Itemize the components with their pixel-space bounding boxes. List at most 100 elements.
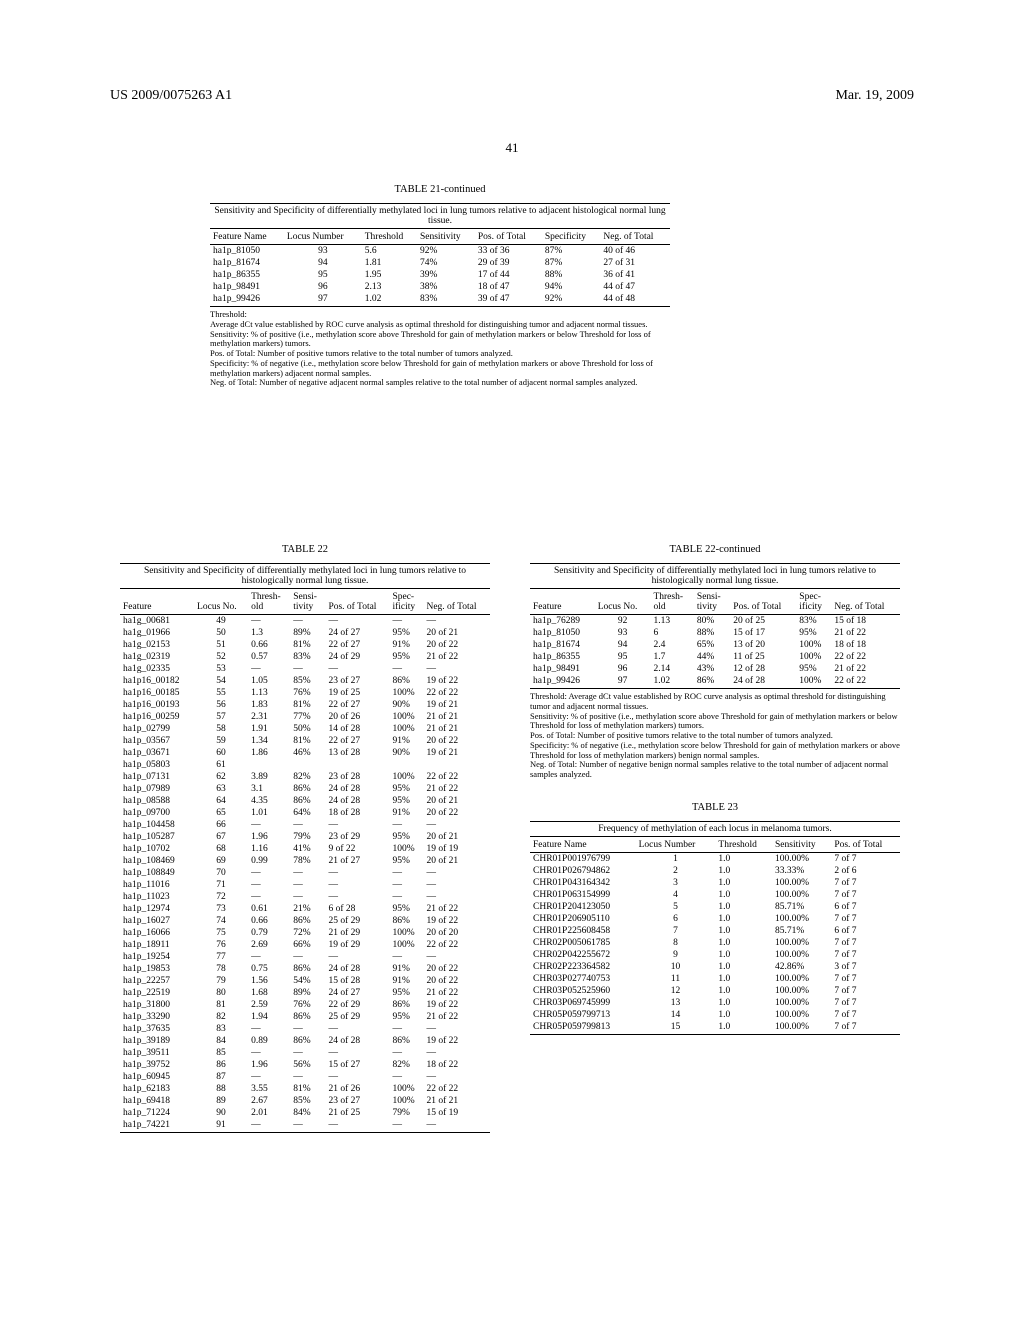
cell: 21 of 21 bbox=[423, 1095, 490, 1107]
cell: — bbox=[325, 1023, 389, 1035]
cell: 100% bbox=[389, 843, 423, 855]
cell: 13 of 20 bbox=[730, 639, 796, 651]
cell: 87 bbox=[194, 1071, 248, 1083]
cell: 100% bbox=[389, 687, 423, 699]
cell: 24 of 27 bbox=[325, 627, 389, 639]
col-header: Locus Number bbox=[284, 231, 362, 245]
cell: 91 bbox=[194, 1119, 248, 1133]
cell: 1.0 bbox=[715, 961, 772, 973]
table-row: ha1p_8105093688%15 of 1795%21 of 22 bbox=[530, 627, 900, 639]
cell: 88 bbox=[194, 1083, 248, 1095]
cell: ha1p_98491 bbox=[210, 281, 284, 293]
cell: 20 of 25 bbox=[730, 615, 796, 628]
cell: 7 of 7 bbox=[831, 985, 900, 997]
col-header: Pos. of Total bbox=[475, 231, 542, 245]
cell: ha1p_37635 bbox=[120, 1023, 194, 1035]
table-row: CHR01P22560845871.085.71%6 of 7 bbox=[530, 925, 900, 937]
cell: 19 of 21 bbox=[423, 699, 490, 711]
cell: 18 of 47 bbox=[475, 281, 542, 293]
header-left: US 2009/0075263 A1 bbox=[110, 88, 232, 104]
table22-caption-cont: TABLE 22-continued bbox=[530, 544, 900, 555]
cell: ha1p_07131 bbox=[120, 771, 194, 783]
col-header: Feature Name bbox=[210, 231, 284, 245]
table-row: CHR03P052525960121.0100.00%7 of 7 bbox=[530, 985, 900, 997]
cell: 1.0 bbox=[715, 973, 772, 985]
cell: 83% bbox=[417, 293, 475, 307]
cell: ha1p_08588 bbox=[120, 795, 194, 807]
cell: 3.89 bbox=[248, 771, 290, 783]
cell: 74% bbox=[417, 257, 475, 269]
cell: 17 of 44 bbox=[475, 269, 542, 281]
cell: 60 bbox=[194, 747, 248, 759]
cell: 91% bbox=[389, 963, 423, 975]
cell: 7 of 7 bbox=[831, 852, 900, 865]
cell: — bbox=[423, 1071, 490, 1083]
cell: 0.66 bbox=[248, 639, 290, 651]
cell: 22 of 22 bbox=[423, 771, 490, 783]
cell: 36 of 41 bbox=[600, 269, 670, 281]
col-header: Threshold bbox=[715, 839, 772, 853]
cell: 19 of 25 bbox=[325, 687, 389, 699]
table-row: ha1p_105287671.9679%23 of 2995%20 of 21 bbox=[120, 831, 490, 843]
cell: 71 bbox=[194, 879, 248, 891]
table-row: ha1p_12974730.6121%6 of 2895%21 of 22 bbox=[120, 903, 490, 915]
cell: 93 bbox=[284, 245, 362, 258]
cell: ha1p_60945 bbox=[120, 1071, 194, 1083]
cell: — bbox=[290, 951, 325, 963]
cell: ha1p_22519 bbox=[120, 987, 194, 999]
col-header: Sensitivity bbox=[417, 231, 475, 245]
cell: — bbox=[423, 867, 490, 879]
cell: ha1g_02335 bbox=[120, 663, 194, 675]
table-row: CHR01P20690511061.0100.00%7 of 7 bbox=[530, 913, 900, 925]
cell: 65 bbox=[194, 807, 248, 819]
cell: 5.6 bbox=[362, 245, 417, 258]
cell: 20 of 21 bbox=[423, 627, 490, 639]
cell: 86% bbox=[290, 1011, 325, 1023]
cell: 15 of 19 bbox=[423, 1107, 490, 1119]
cell: 19 of 21 bbox=[423, 747, 490, 759]
cell: 20 of 22 bbox=[423, 963, 490, 975]
table-row: ha1p_3763583————— bbox=[120, 1023, 490, 1035]
cell: — bbox=[423, 951, 490, 963]
cell: ha1p_16066 bbox=[120, 927, 194, 939]
cell: 7 of 7 bbox=[831, 1009, 900, 1021]
cell: 79 bbox=[194, 975, 248, 987]
cell: 2.4 bbox=[650, 639, 693, 651]
cell: 72% bbox=[290, 927, 325, 939]
col-header: Sensi-tivity bbox=[694, 591, 730, 615]
cell: 100.00% bbox=[772, 852, 831, 865]
col-header: Locus No. bbox=[595, 591, 651, 615]
cell: 100.00% bbox=[772, 949, 831, 961]
cell: 94 bbox=[595, 639, 651, 651]
cell: 56% bbox=[290, 1059, 325, 1071]
table21-subtitle: Sensitivity and Specificity of different… bbox=[210, 203, 670, 229]
cell: 86% bbox=[290, 795, 325, 807]
cell: ha1g_02319 bbox=[120, 651, 194, 663]
cell: 1.0 bbox=[715, 877, 772, 889]
cell: 21 of 22 bbox=[423, 651, 490, 663]
cell: 93 bbox=[595, 627, 651, 639]
cell: 89 bbox=[194, 1095, 248, 1107]
cell: 82% bbox=[389, 1059, 423, 1071]
cell: 20 of 22 bbox=[423, 639, 490, 651]
cell: ha1p_02799 bbox=[120, 723, 194, 735]
cell: — bbox=[325, 1047, 389, 1059]
cell: 81% bbox=[290, 735, 325, 747]
table-row: CHR01P04316434231.0100.00%7 of 7 bbox=[530, 877, 900, 889]
table-row: CHR01P20412305051.085.71%6 of 7 bbox=[530, 901, 900, 913]
cell: 79% bbox=[290, 831, 325, 843]
cell: — bbox=[290, 879, 325, 891]
table-row: ha1p_86355951.744%11 of 25100%22 of 22 bbox=[530, 651, 900, 663]
cell bbox=[248, 759, 290, 771]
cell: 67 bbox=[194, 831, 248, 843]
table-row: ha1p_81674942.465%13 of 20100%18 of 18 bbox=[530, 639, 900, 651]
cell: 100.00% bbox=[772, 985, 831, 997]
cell: — bbox=[423, 879, 490, 891]
cell: 100% bbox=[796, 651, 831, 663]
cell: 3 of 7 bbox=[831, 961, 900, 973]
table-row: ha1g_01966501.389%24 of 2795%20 of 21 bbox=[120, 627, 490, 639]
cell: 51 bbox=[194, 639, 248, 651]
cell: — bbox=[423, 819, 490, 831]
cell: — bbox=[389, 867, 423, 879]
table-row: ha1p_39189840.8986%24 of 2886%19 of 22 bbox=[120, 1035, 490, 1047]
